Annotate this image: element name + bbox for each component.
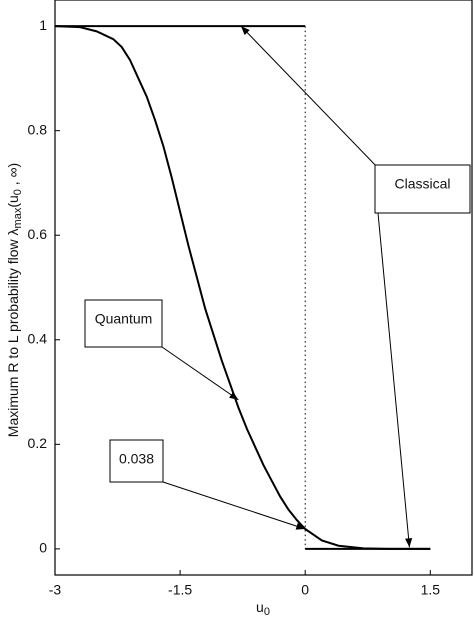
- x-label-part: u: [256, 599, 264, 615]
- y-tick-label: 0.6: [28, 226, 48, 242]
- x-tick-label: -1.5: [168, 582, 192, 598]
- series-line: [55, 25, 431, 550]
- y-axis-label: Maximum R to L probability flow λmax(u0 …: [5, 163, 24, 437]
- annotation-arrow: [162, 481, 306, 530]
- x-tick-label: 0: [301, 582, 309, 598]
- annotation-text: Classical: [394, 176, 450, 192]
- y-tick-label: 0: [39, 540, 47, 556]
- y-label-sub: 0: [12, 189, 24, 195]
- annotation-text: 0.038: [119, 451, 154, 467]
- annotation-box: [109, 439, 164, 483]
- y-tick-label: 1: [39, 17, 47, 33]
- x-tick-label: -3: [49, 582, 62, 598]
- x-tick-label: 1.5: [421, 582, 441, 598]
- x-label-sub: 0: [264, 606, 270, 618]
- plot-frame: [54, 0, 473, 576]
- annotation-box: [374, 164, 471, 214]
- y-tick-label: 0.8: [28, 121, 48, 137]
- y-tick-label: 0.4: [28, 330, 48, 346]
- y-tick-label: 0.2: [28, 435, 48, 451]
- y-label-sub: max: [12, 207, 24, 228]
- x-axis-label: u0: [256, 599, 270, 618]
- annotation-arrow: [161, 346, 239, 401]
- y-label-part: (u: [5, 195, 21, 207]
- y-label-part: Maximum R to L probability flow λ: [5, 228, 21, 437]
- annotation-box: [84, 299, 163, 348]
- y-label-part: , ∞): [5, 163, 21, 189]
- annotation-text: Quantum: [95, 311, 153, 327]
- annotation-arrow: [240, 25, 381, 171]
- annotation-arrow: [377, 212, 413, 548]
